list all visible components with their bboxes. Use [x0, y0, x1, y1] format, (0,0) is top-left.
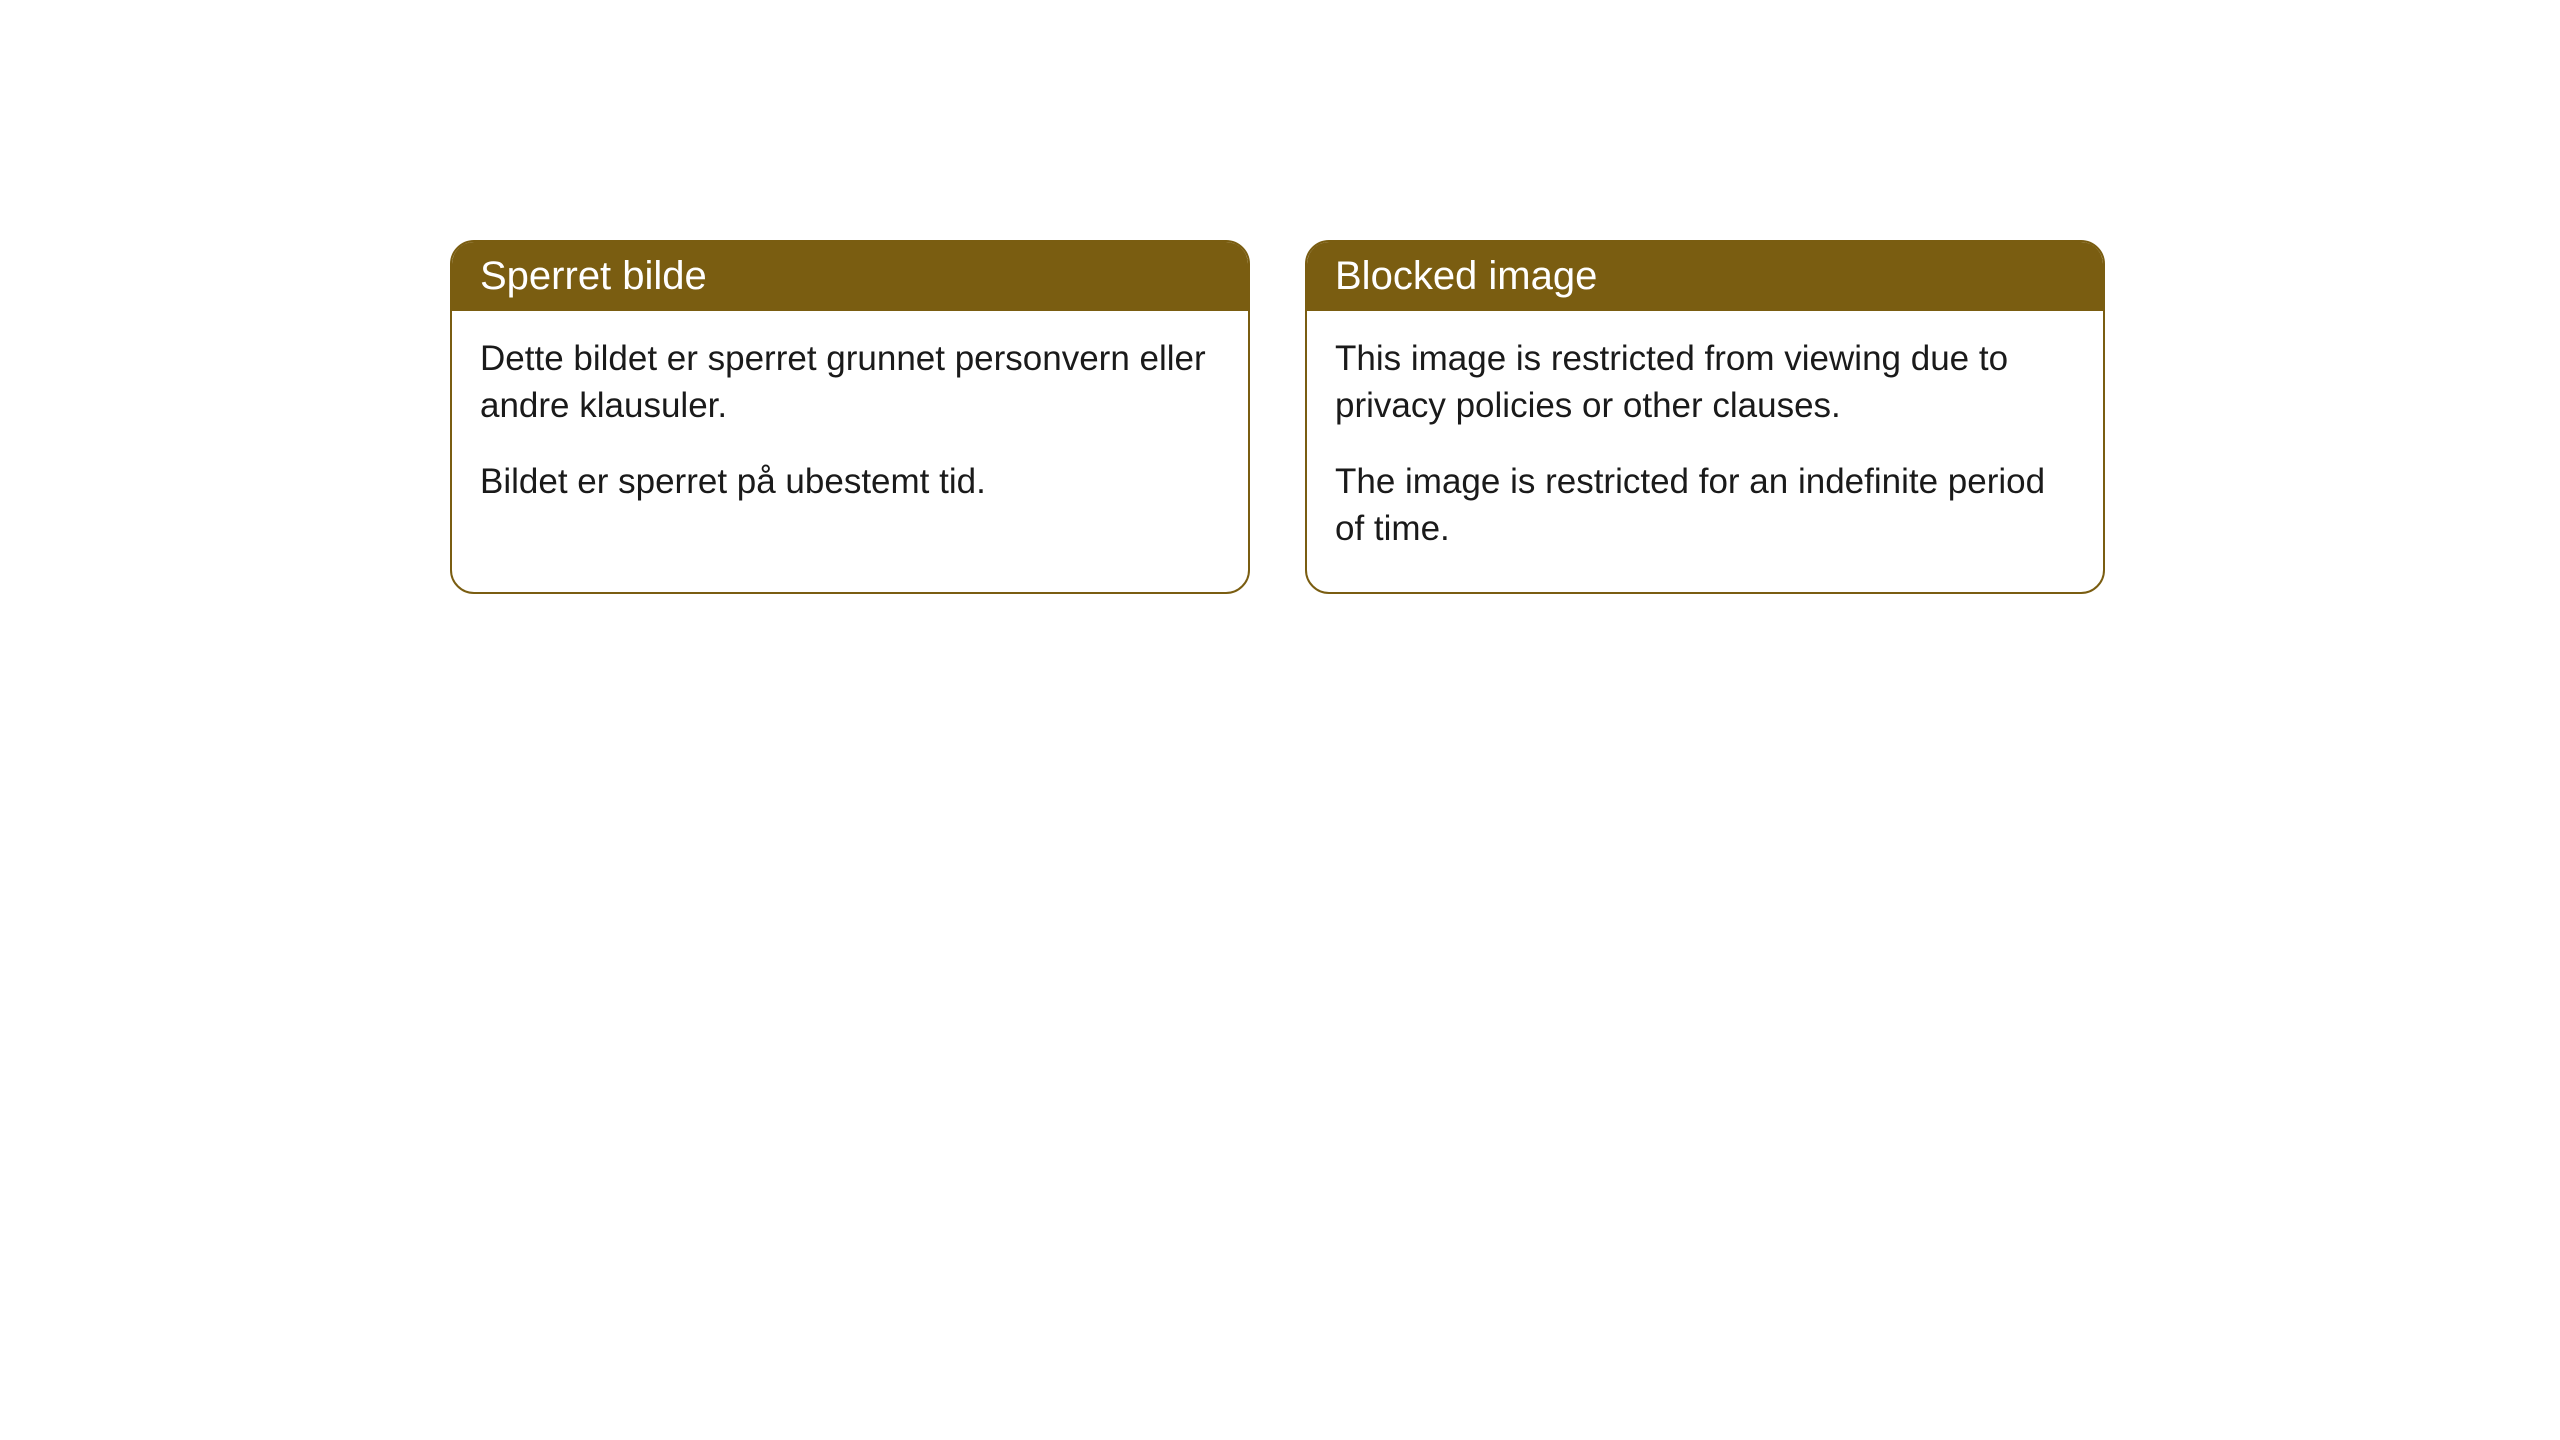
card-paragraph: Dette bildet er sperret grunnet personve… [480, 335, 1220, 430]
notice-container: Sperret bilde Dette bildet er sperret gr… [450, 240, 2105, 594]
card-paragraph: This image is restricted from viewing du… [1335, 335, 2075, 430]
card-paragraph: Bildet er sperret på ubestemt tid. [480, 458, 1220, 505]
card-header-norwegian: Sperret bilde [452, 242, 1248, 311]
card-body-english: This image is restricted from viewing du… [1307, 311, 2103, 592]
card-header-english: Blocked image [1307, 242, 2103, 311]
card-body-norwegian: Dette bildet er sperret grunnet personve… [452, 311, 1248, 545]
blocked-image-card-english: Blocked image This image is restricted f… [1305, 240, 2105, 594]
blocked-image-card-norwegian: Sperret bilde Dette bildet er sperret gr… [450, 240, 1250, 594]
card-paragraph: The image is restricted for an indefinit… [1335, 458, 2075, 553]
